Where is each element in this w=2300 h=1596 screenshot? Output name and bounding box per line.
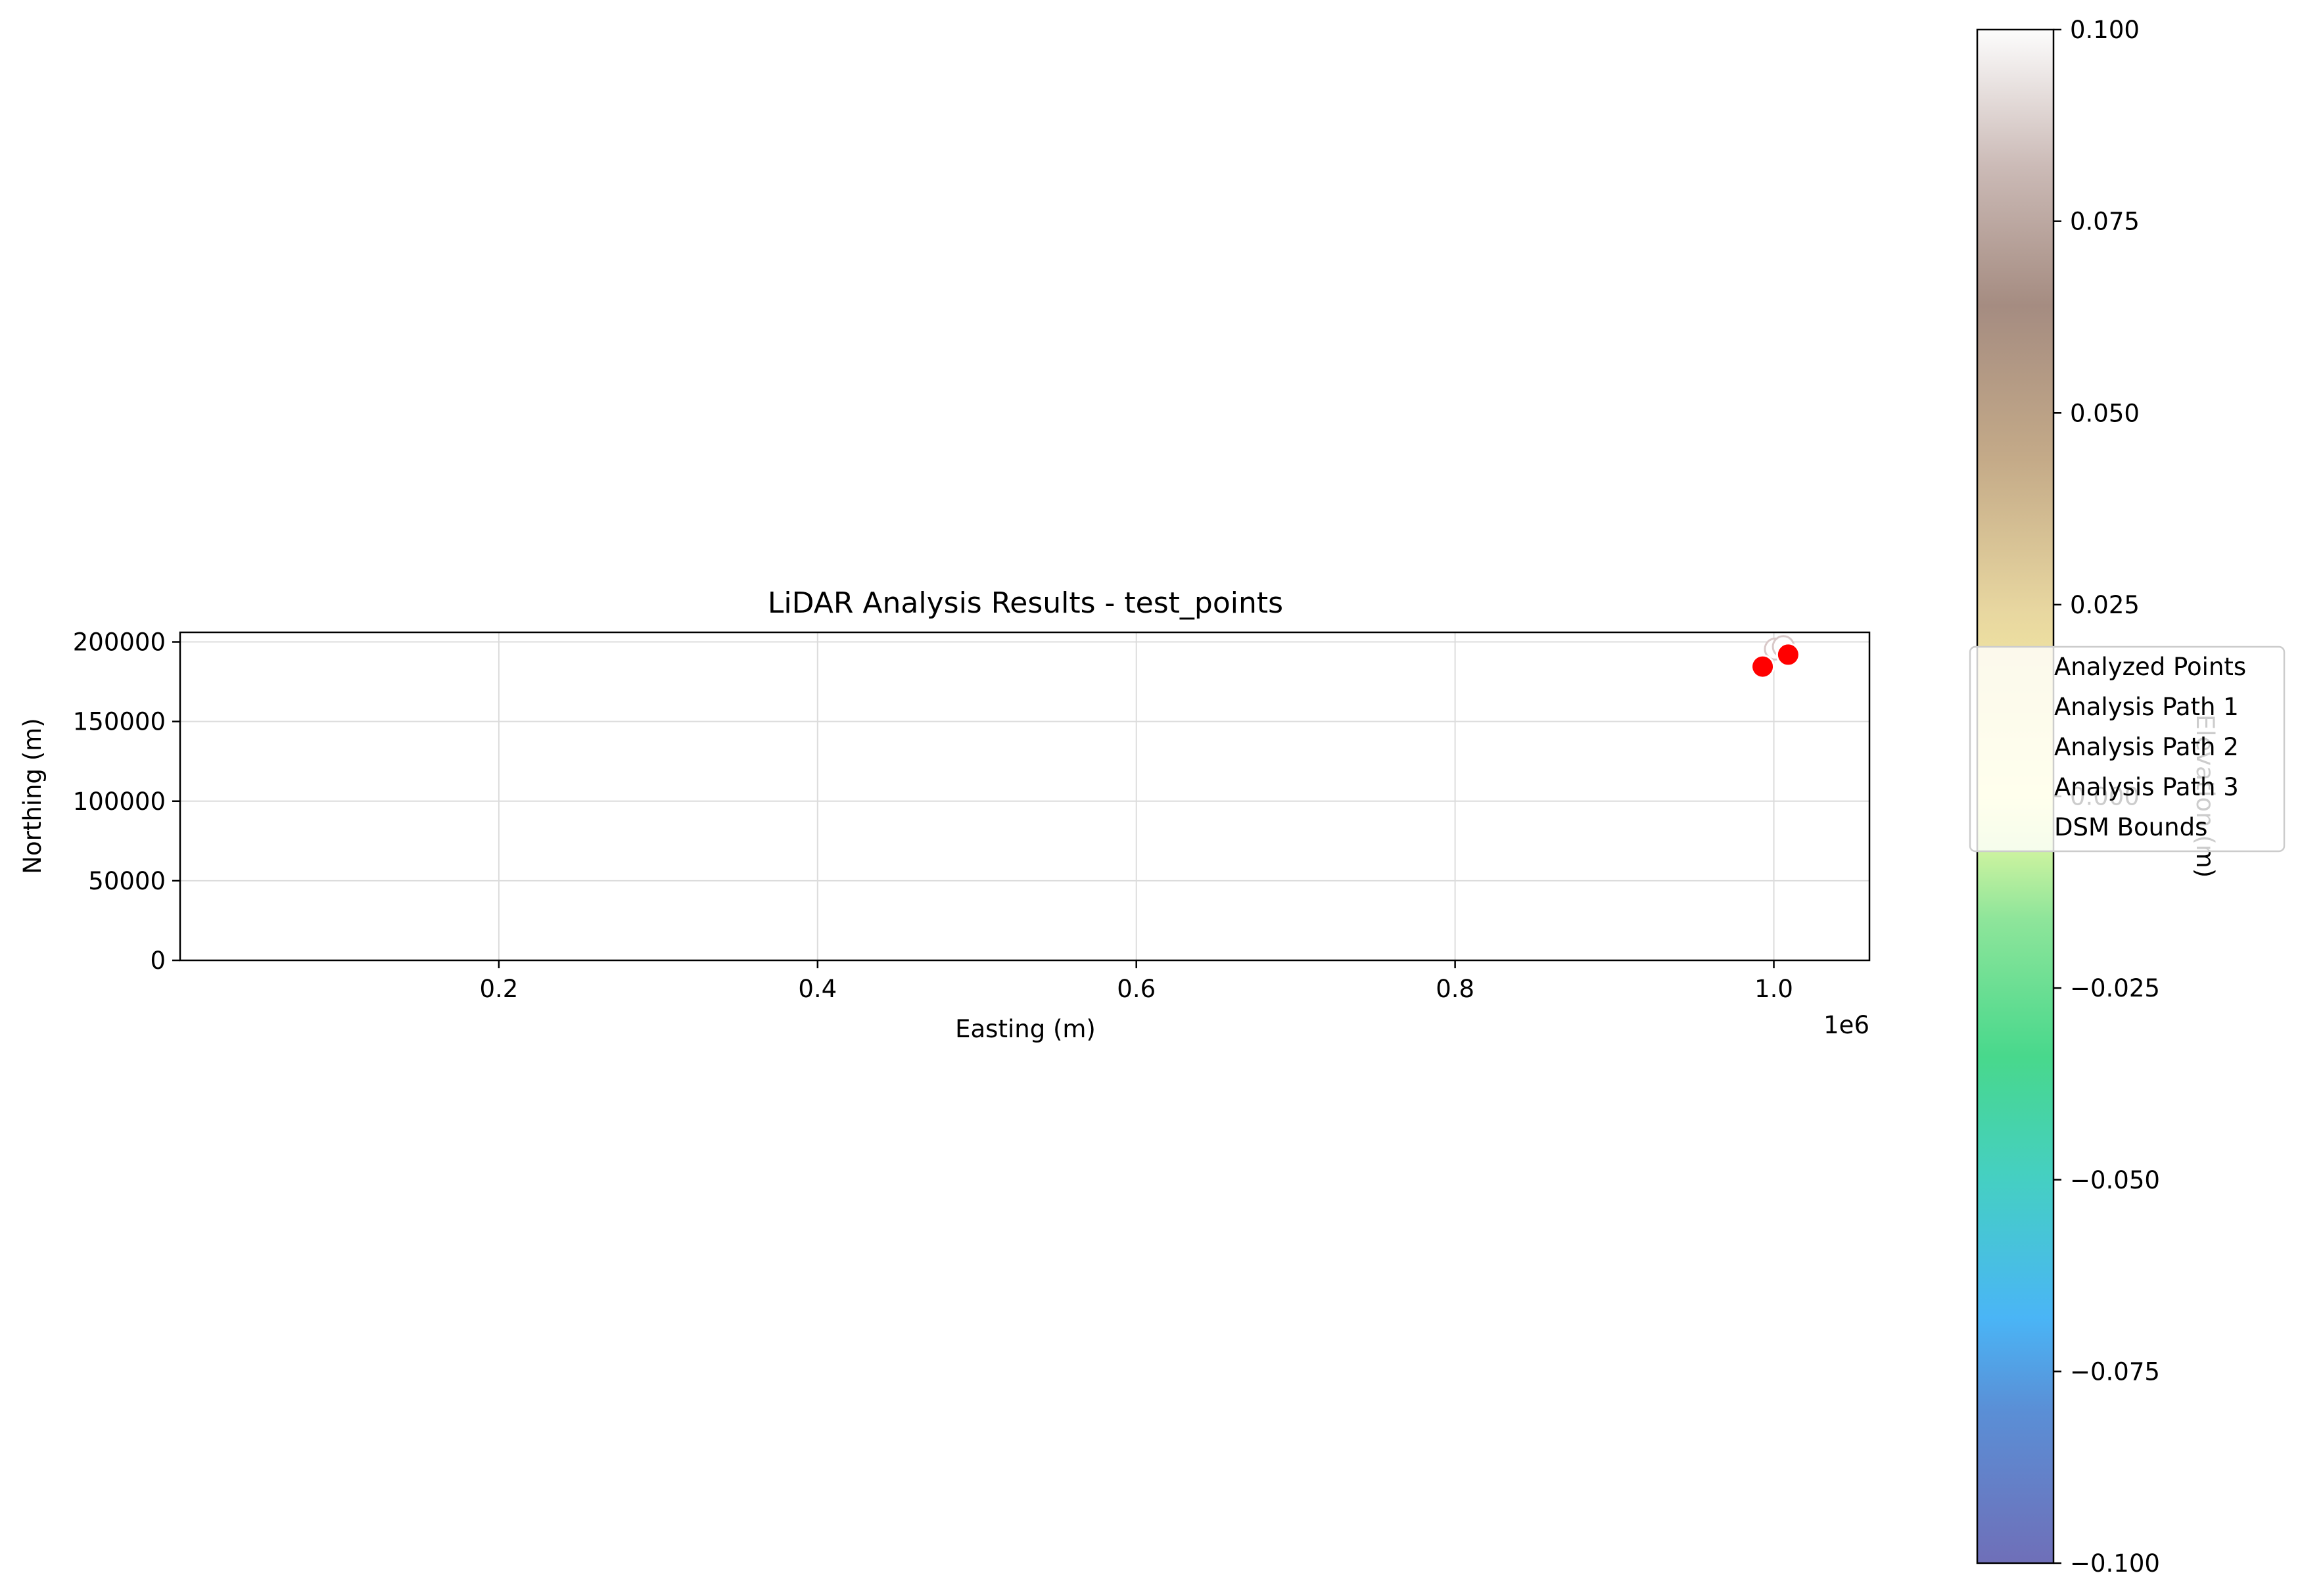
colorbar-tick-label: −0.075: [2070, 1357, 2160, 1386]
x-tick-label: 0.8: [1436, 975, 1474, 1003]
x-axis-ticks: 0.2 0.4 0.6 0.8 1.0: [479, 960, 1793, 1003]
colorbar-tick-label: 0.050: [2070, 399, 2140, 427]
legend: Analyzed Points Analysis Path 1 Analysis P…: [1969, 645, 2286, 853]
x-tick-label: 0.2: [479, 975, 518, 1003]
colorbar-tick-label: −0.025: [2070, 974, 2160, 1002]
x-tick-label: 1.0: [1754, 975, 1793, 1003]
x-offset-label: 1e6: [1823, 1011, 1869, 1039]
legend-entry: Analysis Path 1: [2054, 693, 2239, 721]
y-tick-label: 100000: [73, 787, 166, 816]
x-tick-label: 0.6: [1117, 975, 1156, 1003]
plot-area: 0.2 0.4 0.6 0.8 1.0 0 50000 100000 150000 200000: [73, 628, 1871, 1003]
axes-frame: [179, 631, 1871, 962]
legend-box: [1969, 645, 2286, 853]
y-tick-label: 200000: [73, 628, 166, 657]
y-tick-label: 150000: [73, 708, 166, 736]
legend-items: Analyzed Points Analysis Path 1 Analysis P…: [2054, 653, 2246, 841]
colorbar-tick-label: −0.100: [2070, 1549, 2160, 1578]
colorbar-tick-label: 0.100: [2070, 16, 2140, 44]
chart-title: LiDAR Analysis Results - test_points: [768, 586, 1283, 620]
legend-entry: Analysis Path 3: [2054, 773, 2239, 801]
colorbar-tick-label: 0.075: [2070, 208, 2140, 236]
colorbar-tick-label: −0.050: [2070, 1166, 2160, 1194]
colorbar-tick-label: 0.025: [2070, 591, 2140, 619]
x-tick-label: 0.4: [798, 975, 837, 1003]
analyzed-points: [1750, 642, 1800, 679]
x-axis-label: Easting (m): [955, 1015, 1096, 1043]
y-axis-label: Northing (m): [18, 718, 47, 874]
y-tick-label: 0: [150, 947, 166, 975]
y-axis-ticks: 0 50000 100000 150000 200000: [73, 628, 180, 975]
analyzed-point: [1750, 654, 1775, 679]
analyzed-point: [1775, 642, 1800, 667]
axes-background: [180, 632, 1869, 960]
legend-entry: Analysis Path 2: [2054, 733, 2239, 761]
legend-entry: Analyzed Points: [2054, 653, 2246, 681]
y-tick-label: 50000: [88, 867, 166, 895]
legend-entry: DSM Bounds: [2054, 813, 2207, 841]
